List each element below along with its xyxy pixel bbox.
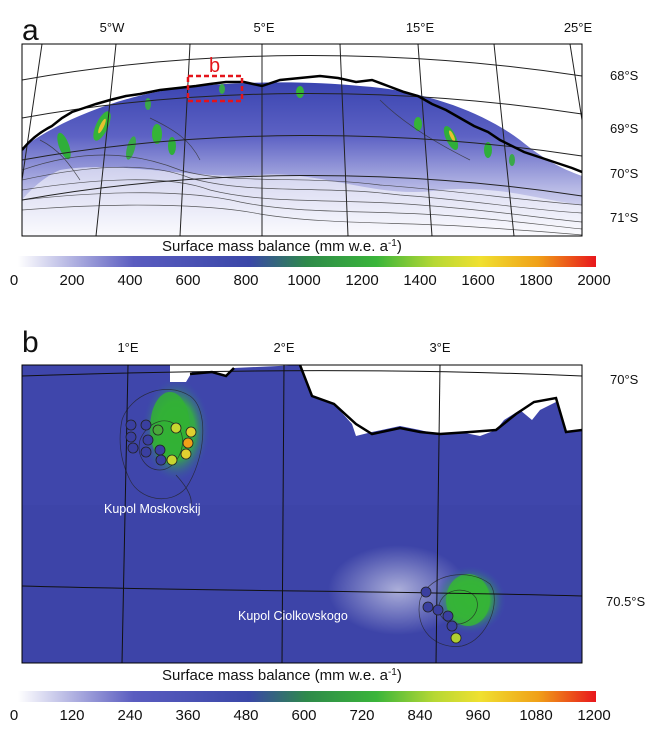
colorbar-a-ticks: 0 200 400 600 800 1000 1200 1400 1600 1800 2000 [10,272,611,289]
colorbar-tick-label: 840 [407,707,432,724]
lon-label-a-1: 5°E [253,20,274,35]
station-marker [432,604,444,616]
panel-b-coastline [189,365,582,436]
panel-b-map [22,365,582,663]
colorbar-tick-label: 1200 [345,272,378,289]
lat-label-a-1: 69°S [610,121,639,136]
station-marker [185,426,197,438]
lon-label-a-0: 5°W [100,20,125,35]
panel-b-letter: b [22,326,39,359]
colorbar-tick-label: 360 [175,707,200,724]
place-label-ciolkovskogo: Kupol Ciolkovskogo [238,609,348,623]
panel-b-latitude-labels: 70°S 70.5°S [606,372,646,609]
colorbar-tick-label: 240 [117,707,142,724]
station-marker [125,431,137,443]
station-marker [142,434,154,446]
lon-label-b-2: 3°E [429,340,450,355]
lat-label-a-2: 70°S [610,166,639,181]
colorbar-tick-label: 1800 [519,272,552,289]
station-marker [450,632,462,644]
panel-a-elevation-contours [22,99,582,236]
station-marker [152,424,164,436]
lon-label-a-2: 15°E [406,20,435,35]
colorbar-b-title: Surface mass balance (mm w.e. a-1) [162,667,402,685]
colorbar-tick-label: 1200 [577,707,610,724]
panel-b-longitude-labels: 1°E 2°E 3°E [117,340,450,355]
colorbar-tick-label: 960 [465,707,490,724]
place-label-moskovskij: Kupol Moskovskij [104,502,201,516]
station-marker [155,454,167,466]
station-marker [420,586,432,598]
colorbar-tick-label: 1000 [287,272,320,289]
station-marker [180,448,192,460]
station-marker [127,442,139,454]
lat-label-b-1: 70.5°S [606,594,646,609]
station-marker [140,446,152,458]
station-marker [170,422,182,434]
colorbar-tick-label: 400 [117,272,142,289]
lon-label-b-0: 1°E [117,340,138,355]
colorbar-tick-label: 1080 [519,707,552,724]
colorbar-tick-label: 800 [233,272,258,289]
colorbar-tick-label: 600 [175,272,200,289]
station-marker [125,419,137,431]
panel-a-map [22,44,582,236]
colorbar-tick-label: 2000 [577,272,610,289]
colorbar-tick-label: 200 [59,272,84,289]
colorbar-tick-label: 720 [349,707,374,724]
panel-a-inset-box [186,74,244,103]
panel-a-letter: a [22,14,39,47]
colorbar-a-title: Surface mass balance (mm w.e. a-1) [162,238,402,256]
lon-label-a-3: 25°E [564,20,593,35]
station-marker [140,419,152,431]
lat-label-a-0: 68°S [610,68,639,83]
panel-a-coastline [22,74,582,174]
colorbar-tick-label: 1400 [403,272,436,289]
colorbar-tick-label: 0 [10,707,18,724]
panel-a-inset-label: b [209,55,220,77]
lat-label-a-3: 71°S [610,210,639,225]
panel-b-ocean [170,365,300,382]
panel-b-station-markers [125,419,462,644]
colorbar-tick-label: 480 [233,707,258,724]
station-marker [422,601,434,613]
lon-label-b-1: 2°E [273,340,294,355]
panel-a-longitude-labels: 5°W 5°E 15°E 25°E [100,20,593,35]
colorbar-tick-label: 120 [59,707,84,724]
lat-label-b-0: 70°S [610,372,639,387]
panel-a-graticule [22,44,582,236]
panel-a-latitude-labels: 68°S 69°S 70°S 71°S [610,68,639,225]
colorbar-a [18,256,596,267]
colorbar-tick-label: 0 [10,272,18,289]
station-marker [442,610,454,622]
station-marker [182,437,194,449]
colorbar-b [18,691,596,702]
station-marker [154,444,166,456]
colorbar-b-ticks: 0 120 240 360 480 600 720 840 960 1080 1200 [10,707,611,724]
colorbar-tick-label: 1600 [461,272,494,289]
station-marker [166,454,178,466]
colorbar-tick-label: 600 [291,707,316,724]
station-marker [446,620,458,632]
